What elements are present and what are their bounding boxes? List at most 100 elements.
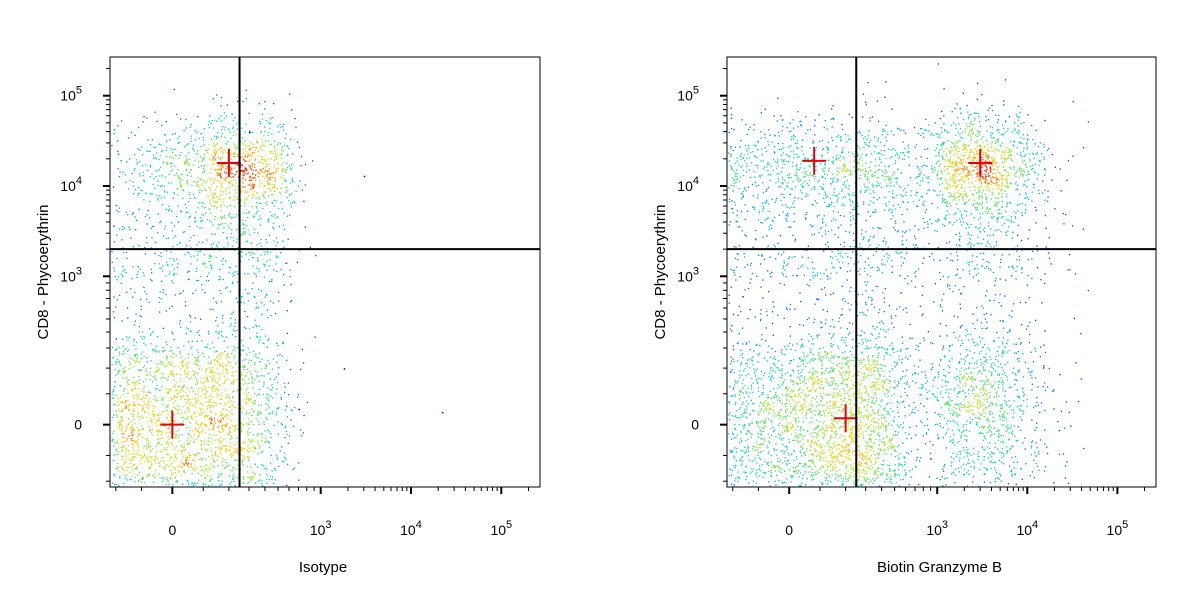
event-dot bbox=[203, 180, 204, 181]
event-dot bbox=[871, 382, 872, 383]
event-dot bbox=[214, 352, 215, 353]
event-dot bbox=[800, 430, 801, 431]
event-dot bbox=[226, 364, 227, 365]
event-dot bbox=[170, 458, 171, 459]
event-dot bbox=[283, 247, 284, 248]
event-dot bbox=[762, 451, 763, 452]
event-dot bbox=[781, 482, 782, 483]
event-dot bbox=[123, 483, 124, 484]
event-dot bbox=[274, 379, 275, 380]
event-dot bbox=[278, 300, 279, 301]
event-dot bbox=[242, 143, 243, 144]
event-dot bbox=[195, 454, 196, 455]
event-dot bbox=[893, 435, 894, 436]
event-dot bbox=[144, 387, 145, 388]
event-dot bbox=[751, 400, 752, 401]
event-dot bbox=[185, 418, 186, 419]
event-dot bbox=[245, 254, 246, 255]
event-dot bbox=[155, 112, 156, 113]
event-dot bbox=[793, 381, 794, 382]
event-dot bbox=[221, 129, 222, 130]
event-dot bbox=[202, 413, 203, 414]
event-dot bbox=[216, 244, 217, 245]
event-dot bbox=[203, 444, 204, 445]
event-dot bbox=[171, 374, 172, 375]
event-dot bbox=[209, 208, 210, 209]
event-dot bbox=[284, 229, 285, 230]
event-dot bbox=[219, 374, 220, 375]
event-dot bbox=[151, 432, 152, 433]
event-dot bbox=[244, 141, 245, 142]
event-dot bbox=[166, 442, 167, 443]
event-dot bbox=[237, 429, 238, 430]
event-dot bbox=[177, 138, 178, 139]
event-dot bbox=[158, 199, 159, 200]
event-dot bbox=[249, 145, 250, 146]
event-dot bbox=[290, 182, 291, 183]
event-dot bbox=[233, 237, 234, 238]
event-dot bbox=[175, 149, 176, 150]
event-dot bbox=[294, 407, 295, 408]
event-dot bbox=[229, 357, 230, 358]
event-dot bbox=[285, 458, 286, 459]
event-dot bbox=[243, 175, 244, 176]
event-dot bbox=[823, 453, 824, 454]
event-dot bbox=[235, 362, 236, 363]
event-dot bbox=[278, 208, 279, 209]
event-dot bbox=[233, 444, 234, 445]
event-dot bbox=[189, 240, 190, 241]
event-dot bbox=[221, 481, 222, 482]
event-dot bbox=[739, 374, 740, 375]
event-dot bbox=[827, 483, 828, 484]
event-dot bbox=[283, 461, 284, 462]
event-dot bbox=[187, 418, 188, 419]
event-dot bbox=[173, 402, 174, 403]
event-dot bbox=[255, 371, 256, 372]
event-dot bbox=[184, 384, 185, 385]
event-dot bbox=[243, 418, 244, 419]
event-dot bbox=[814, 410, 815, 411]
event-dot bbox=[175, 390, 176, 391]
event-dot bbox=[226, 450, 227, 451]
event-dot bbox=[251, 156, 252, 157]
event-dot bbox=[778, 434, 779, 435]
event-dot bbox=[168, 484, 169, 485]
event-dot bbox=[811, 372, 812, 373]
event-dot bbox=[215, 216, 216, 217]
event-dot bbox=[150, 333, 151, 334]
event-dot bbox=[884, 382, 885, 383]
event-dot bbox=[192, 399, 193, 400]
event-dot bbox=[249, 180, 250, 181]
event-dot bbox=[830, 453, 831, 454]
event-dot bbox=[189, 422, 190, 423]
event-dot bbox=[275, 245, 276, 246]
event-dot bbox=[813, 360, 814, 361]
outlier-dot bbox=[249, 132, 251, 134]
event-dot bbox=[837, 365, 838, 366]
event-dot bbox=[148, 302, 149, 303]
event-dot bbox=[804, 376, 805, 377]
event-dot bbox=[232, 478, 233, 479]
event-dot bbox=[832, 460, 833, 461]
event-dot bbox=[264, 375, 265, 376]
event-dot bbox=[881, 441, 882, 442]
event-dot bbox=[206, 391, 207, 392]
event-dot bbox=[154, 473, 155, 474]
event-dot bbox=[230, 366, 231, 367]
event-dot bbox=[752, 486, 753, 487]
event-dot bbox=[266, 242, 267, 243]
event-dot bbox=[833, 407, 834, 408]
event-dot bbox=[234, 459, 235, 460]
event-dot bbox=[734, 372, 735, 373]
event-dot bbox=[122, 459, 123, 460]
event-dot bbox=[822, 432, 823, 433]
event-dot bbox=[213, 243, 214, 244]
event-dot bbox=[822, 427, 823, 428]
event-dot bbox=[919, 387, 920, 388]
event-dot bbox=[205, 424, 206, 425]
event-dot bbox=[215, 153, 216, 154]
event-dot bbox=[160, 221, 161, 222]
event-dot bbox=[266, 260, 267, 261]
event-dot bbox=[757, 361, 758, 362]
event-dot bbox=[139, 209, 140, 210]
